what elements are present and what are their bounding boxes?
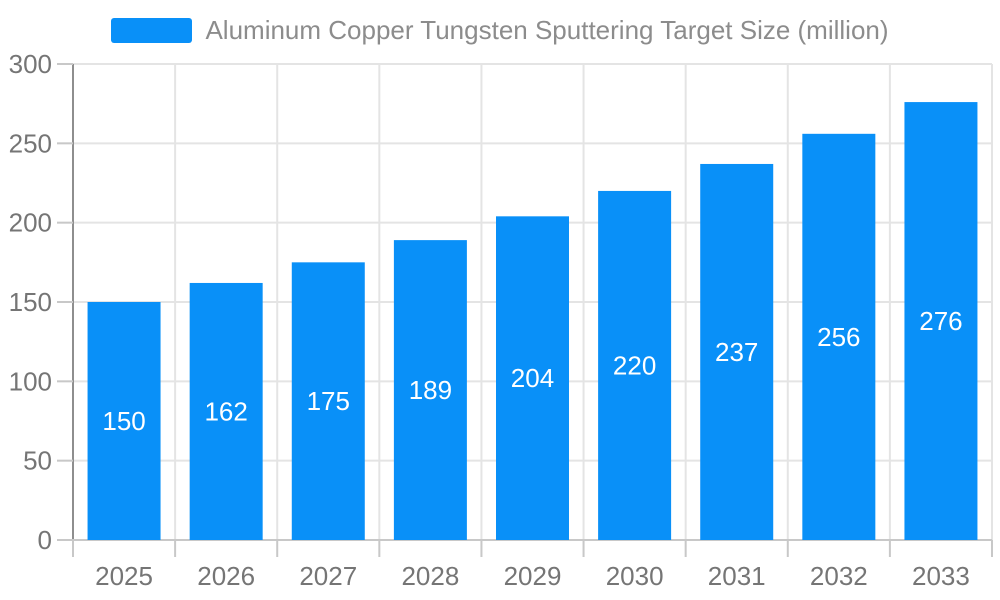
y-axis-tick-label: 250 xyxy=(9,128,52,158)
bar[interactable] xyxy=(802,133,876,540)
bar[interactable] xyxy=(598,190,672,540)
bar-value-label: 150 xyxy=(102,406,145,436)
x-axis-tick-label: 2033 xyxy=(912,561,970,591)
x-axis-tick-label: 2025 xyxy=(95,561,153,591)
y-axis-tick-label: 300 xyxy=(9,49,52,79)
bar[interactable] xyxy=(393,240,467,540)
bar[interactable] xyxy=(904,102,978,540)
bar[interactable] xyxy=(291,262,365,540)
bar[interactable] xyxy=(700,163,774,540)
x-axis-tick-label: 2030 xyxy=(606,561,664,591)
bar-value-label: 256 xyxy=(817,322,860,352)
legend-swatch-icon xyxy=(111,17,193,43)
y-axis-tick-label: 100 xyxy=(9,366,52,396)
x-axis-tick-label: 2026 xyxy=(197,561,255,591)
y-axis-tick-label: 150 xyxy=(9,287,52,317)
x-axis-tick-label: 2027 xyxy=(299,561,357,591)
bar-value-label: 189 xyxy=(409,375,452,405)
bar[interactable] xyxy=(87,302,161,540)
bar-value-label: 204 xyxy=(511,363,554,393)
x-axis-tick-label: 2031 xyxy=(708,561,766,591)
bar-value-label: 276 xyxy=(919,306,962,336)
y-axis-tick-label: 200 xyxy=(9,208,52,238)
bar-value-label: 220 xyxy=(613,350,656,380)
y-axis-tick-label: 0 xyxy=(38,525,52,555)
bar-value-label: 237 xyxy=(715,337,758,367)
x-axis-tick-label: 2032 xyxy=(810,561,868,591)
legend-item[interactable]: Aluminum Copper Tungsten Sputtering Targ… xyxy=(0,17,1000,43)
bar[interactable] xyxy=(496,216,569,540)
x-axis-tick-label: 2029 xyxy=(504,561,562,591)
bar-value-label: 162 xyxy=(204,396,247,426)
legend-label: Aluminum Copper Tungsten Sputtering Targ… xyxy=(205,15,889,45)
bar[interactable] xyxy=(189,282,263,540)
y-axis-tick-label: 50 xyxy=(23,446,52,476)
x-axis-tick-label: 2028 xyxy=(401,561,459,591)
bar-value-label: 175 xyxy=(307,386,350,416)
